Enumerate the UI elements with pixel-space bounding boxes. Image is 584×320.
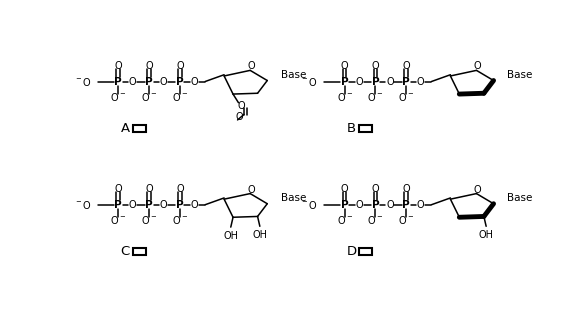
Text: A: A [120,122,130,135]
Text: P: P [371,76,379,86]
Text: O: O [417,76,425,86]
Text: O: O [145,61,153,71]
Text: O: O [129,76,137,86]
Text: O: O [145,184,153,194]
Text: O$^-$: O$^-$ [141,214,157,227]
Text: O: O [474,185,481,195]
Text: OH: OH [479,230,493,240]
Text: P: P [145,200,153,210]
Text: P: P [340,200,349,210]
Text: $^-$O: $^-$O [74,76,92,87]
Text: O$^-$: O$^-$ [336,214,353,227]
Bar [360,125,372,132]
Text: OH: OH [252,230,267,240]
Text: P: P [145,76,153,86]
Text: O: O [190,76,198,86]
Text: O$^-$: O$^-$ [141,91,157,103]
Text: C: C [120,245,130,258]
Text: O: O [340,184,349,194]
Text: B: B [347,122,356,135]
Text: O: O [247,185,255,195]
Text: O: O [176,184,183,194]
Text: O$^-$: O$^-$ [398,91,414,103]
Text: O: O [386,76,394,86]
Text: O$^-$: O$^-$ [367,91,383,103]
Text: O: O [235,112,243,122]
Text: O: O [371,184,379,194]
Text: O$^-$: O$^-$ [172,91,188,103]
Text: O$^-$: O$^-$ [110,91,126,103]
Text: O$^-$: O$^-$ [398,214,414,227]
Text: Base: Base [507,70,533,80]
Text: O$^-$: O$^-$ [367,214,383,227]
Text: P: P [402,200,410,210]
Text: O: O [371,61,379,71]
Text: P: P [371,200,379,210]
Text: O: O [340,61,349,71]
Text: O: O [355,76,363,86]
Text: $^-$O: $^-$O [74,199,92,211]
Text: P: P [176,200,183,210]
Text: O$^-$: O$^-$ [172,214,188,227]
Text: $^-$O: $^-$O [300,76,318,87]
Bar [360,248,372,255]
Text: O: O [190,200,198,210]
Text: O: O [417,200,425,210]
Text: O: O [129,200,137,210]
Text: P: P [114,200,122,210]
Bar [133,248,146,255]
Text: O: O [159,200,168,210]
Text: O: O [402,184,410,194]
Text: P: P [176,76,183,86]
Text: Base: Base [281,70,306,80]
Text: O: O [176,61,183,71]
Text: O: O [114,184,122,194]
Text: P: P [402,76,410,86]
Text: O: O [114,61,122,71]
Text: O: O [474,61,481,71]
Text: O: O [247,61,255,71]
Text: O: O [159,76,168,86]
Text: O: O [386,200,394,210]
Text: D: D [346,245,356,258]
Text: Base: Base [281,193,306,203]
Text: O: O [402,61,410,71]
Text: Base: Base [507,193,533,203]
Text: O$^-$: O$^-$ [336,91,353,103]
Text: P: P [114,76,122,86]
Text: O: O [355,200,363,210]
Text: $^-$O: $^-$O [300,199,318,211]
Bar [133,125,146,132]
Text: P: P [340,76,349,86]
Text: O$^-$: O$^-$ [110,214,126,227]
Text: OH: OH [223,231,238,241]
Text: O: O [237,101,245,111]
